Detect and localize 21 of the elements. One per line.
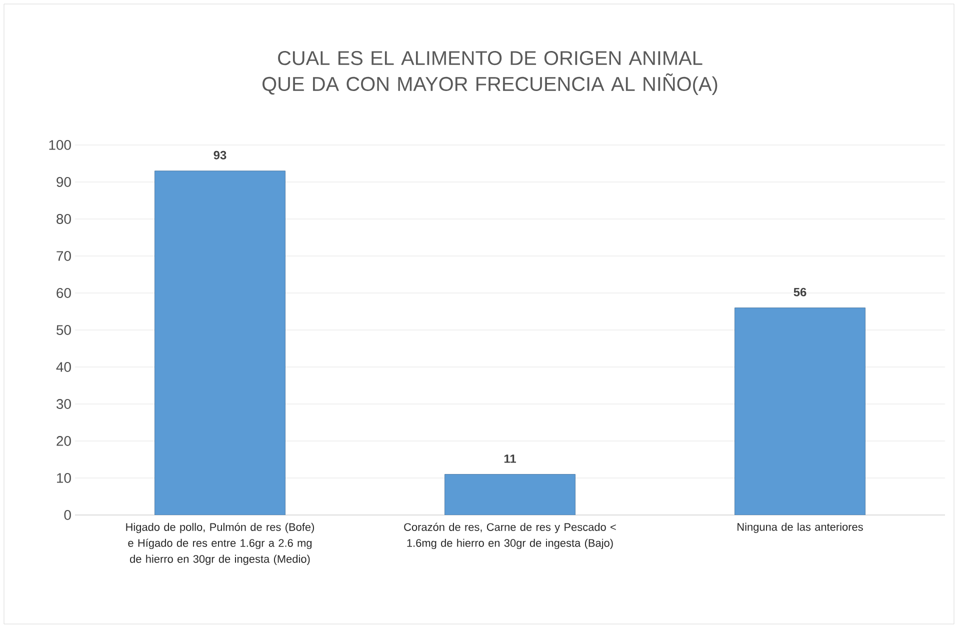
y-tick-label: 70 xyxy=(56,251,71,261)
x-tick-label: Corazón de res, Carne de res y Pescado < 1.6mg de hierro en 30gr de ingesta (Bajo) xyxy=(404,522,616,550)
data-label: 56 xyxy=(794,288,806,296)
bar xyxy=(444,474,576,515)
data-label: 11 xyxy=(504,454,516,463)
y-tick-label: 60 xyxy=(56,288,71,298)
bar xyxy=(154,170,286,515)
chart-title: CUAL ES EL ALIMENTO DE ORIGEN ANIMAL QUE DA CON MAYOR FRECUENCIA AL NIÑO(A) xyxy=(262,51,718,95)
y-tick-label: 40 xyxy=(56,362,71,372)
y-tick-label: 20 xyxy=(56,436,71,446)
y-tick-label: 90 xyxy=(56,177,71,187)
x-tick-label: Ninguna de las anteriores xyxy=(738,522,863,533)
x-tick-label: Higado de pollo, Pulmón de res (Bofe) e Hígado de res entre 1.6gr a 2.6 mg de hierro en 30gr de ingesta (Medio) xyxy=(126,522,314,565)
y-tick-label: 100 xyxy=(49,140,71,150)
y-tick-label: 0 xyxy=(64,510,71,520)
y-tick-label: 50 xyxy=(56,325,71,335)
y-tick-label: 10 xyxy=(57,473,71,483)
y-tick-label: 80 xyxy=(56,214,71,224)
y-tick-label: 30 xyxy=(56,399,71,409)
bar xyxy=(734,308,866,515)
data-label: 93 xyxy=(214,150,226,160)
